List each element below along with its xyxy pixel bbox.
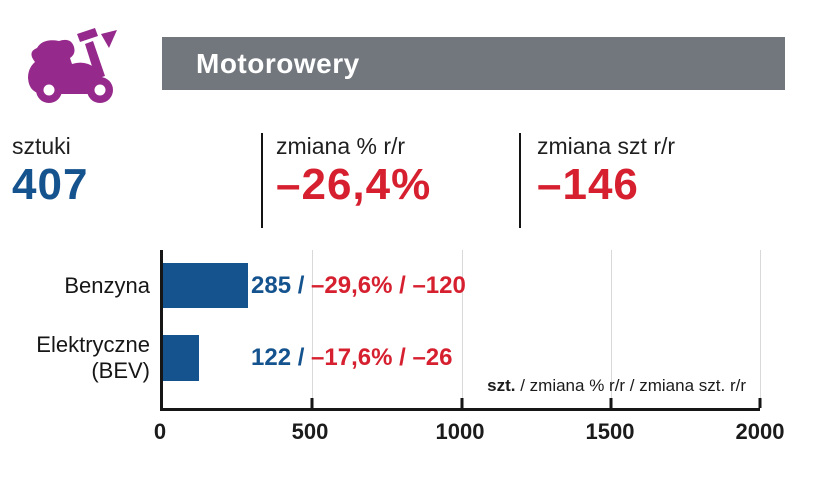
- stat-change-units-value: –146: [537, 160, 639, 209]
- axis-tick-500: [310, 398, 314, 408]
- axis-tick-1000: [460, 398, 463, 408]
- axis-tick-1500: [609, 398, 613, 408]
- gridline-2000: [760, 250, 761, 408]
- stat-units-value: 407: [12, 160, 89, 209]
- stat-change-pct-value: –26,4%: [276, 160, 432, 209]
- stat-change-units-label: zmiana szt r/r: [537, 133, 676, 159]
- x-tick-label-1000: 1000: [435, 419, 485, 444]
- x-tick-label-500: 500: [291, 419, 329, 444]
- x-tick-label-2000: 2000: [735, 419, 785, 444]
- bar-elektryczne-bev: [163, 335, 200, 381]
- x-axis-labels: 0 500 1000 1500 2000: [154, 419, 785, 445]
- category-label-benzyna: Benzyna: [64, 272, 150, 298]
- stat-change-units: zmiana szt r/r –146: [537, 133, 675, 209]
- page-title: Motorowery: [196, 47, 360, 79]
- gridline-1500: [610, 250, 612, 408]
- stat-change-pct-label: zmiana % r/r: [276, 133, 406, 159]
- x-tick-label-0: 0: [153, 419, 167, 444]
- legend-note: szt. / zmiana % r/r / zmiana szt. r/r: [487, 376, 746, 395]
- bar-value-label-elektryczne-bev: 122 / –17,6% / –26: [251, 344, 453, 371]
- gridline-500: [312, 250, 314, 408]
- axis-tick-2000: [758, 398, 762, 408]
- plot-area: 285 / –29,6% / –120 122 / –17,6% / –26 s…: [160, 250, 762, 411]
- stat-divider: [519, 133, 521, 228]
- stat-divider: [261, 133, 263, 228]
- bar-value-label-benzyna: 285 / –29,6% / –120: [251, 271, 466, 299]
- stat-change-pct: zmiana % r/r –26,4%: [276, 133, 431, 209]
- bar-benzyna: [163, 263, 249, 308]
- gridline-1000: [461, 250, 463, 408]
- category-label-elektryczne-bev: Elektryczne (BEV): [36, 332, 150, 383]
- stat-units-label: sztuki: [12, 133, 71, 159]
- x-tick-label-1500: 1500: [585, 419, 635, 444]
- scooter-icon: [24, 24, 126, 108]
- stat-units: sztuki 407: [12, 133, 88, 209]
- header-bar: Motorowery: [162, 37, 785, 90]
